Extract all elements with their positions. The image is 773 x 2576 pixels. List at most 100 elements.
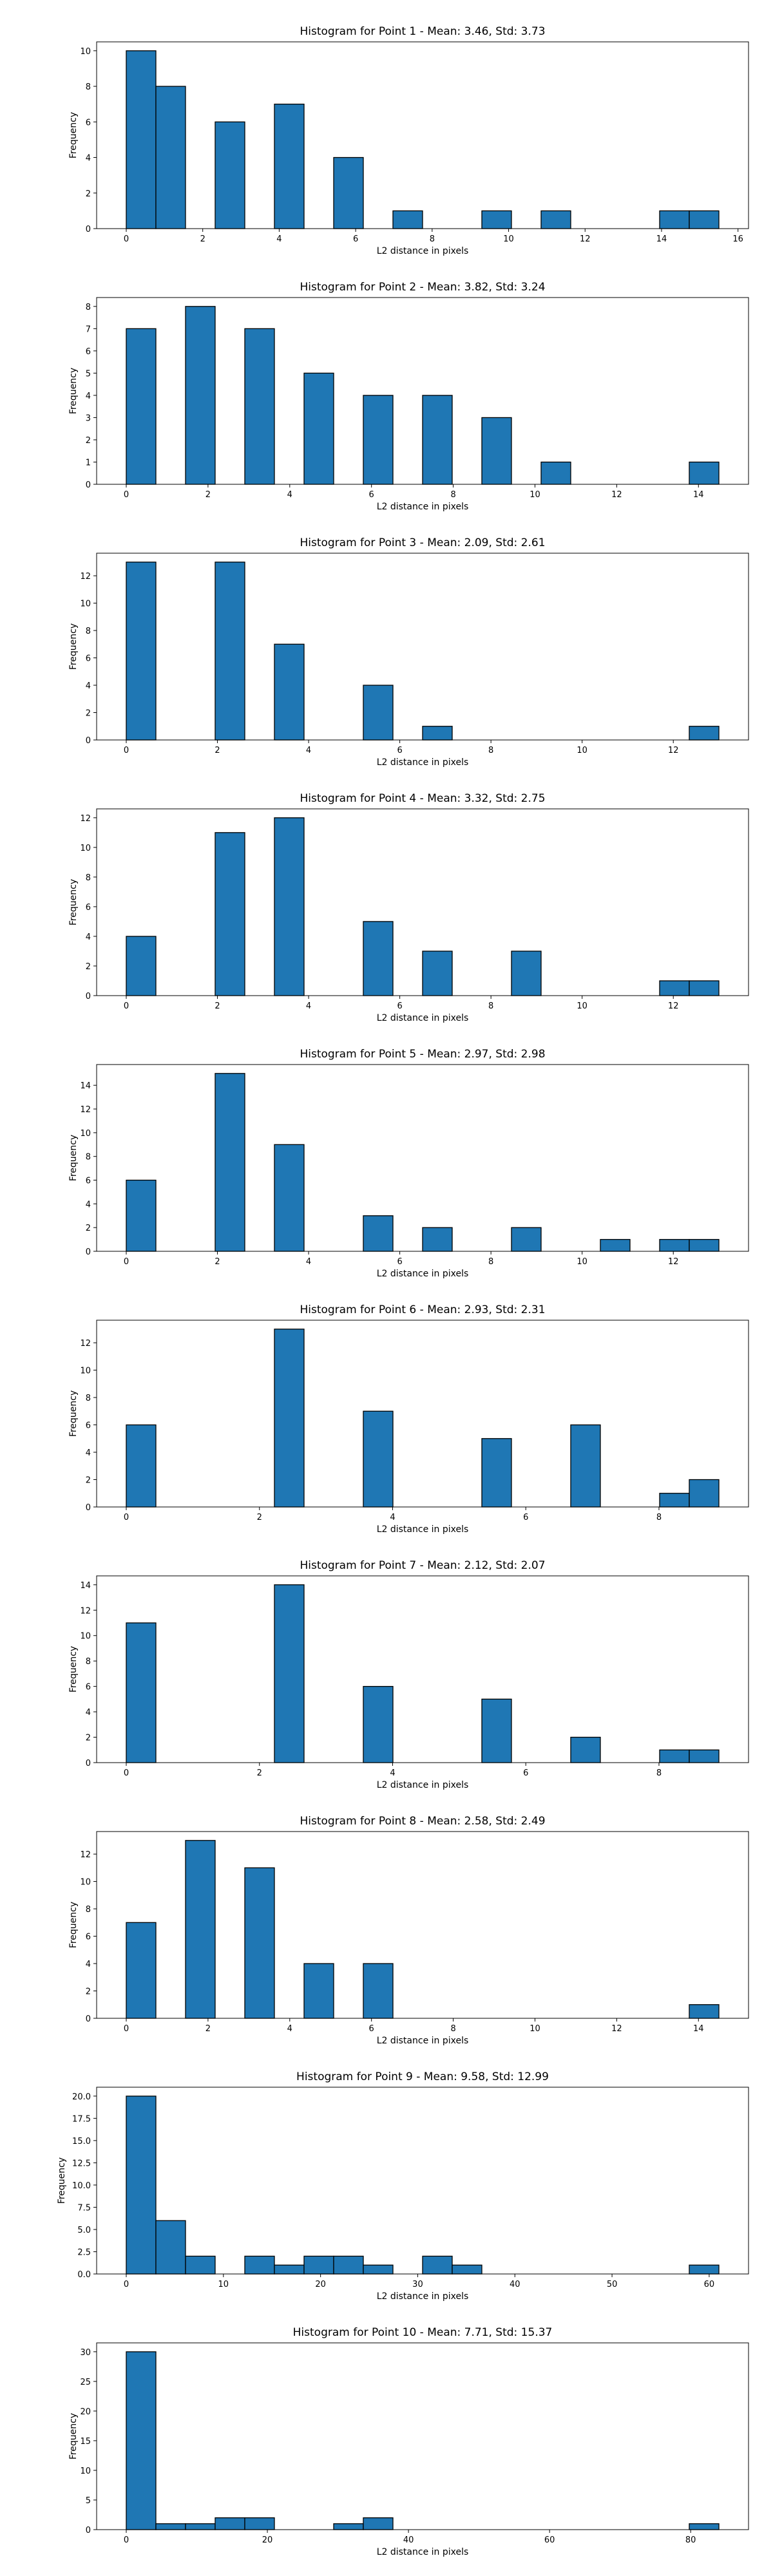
x-tick-label: 12	[668, 1257, 679, 1267]
axes-frame	[96, 553, 749, 741]
histogram-bar	[274, 104, 305, 229]
x-tick-label: 2	[215, 1001, 220, 1011]
histogram-bar	[244, 328, 275, 485]
histogram-panel-7: Histogram for Point 7 - Mean: 2.12, Std:…	[68, 1559, 749, 1790]
y-tick-label: 25	[80, 2378, 91, 2387]
axes-frame	[96, 41, 749, 229]
histogram-bar	[689, 2004, 720, 2019]
x-axis-label: L2 distance in pixels	[377, 1269, 469, 1279]
x-tick-label: 60	[704, 2280, 715, 2289]
y-tick-label: 6	[86, 1683, 91, 1692]
histogram-bar	[363, 685, 394, 741]
y-tick-label: 8	[86, 627, 91, 636]
x-tick-label: 4	[276, 234, 282, 244]
chart-title-7: Histogram for Point 7 - Mean: 2.12, Std:…	[300, 1559, 545, 1572]
y-tick-label: 10	[80, 1367, 91, 1376]
histogram-bar	[689, 461, 720, 485]
y-tick-label: 8	[86, 1394, 91, 1403]
x-tick-label: 8	[656, 1768, 662, 1778]
x-tick-label: 6	[353, 234, 358, 244]
y-tick-label: 0	[86, 992, 91, 1001]
histogram-bar	[689, 1238, 720, 1252]
histogram-bar	[126, 562, 157, 741]
histogram-bar	[126, 1922, 157, 2019]
y-axis-label: Frequency	[68, 2413, 79, 2459]
y-tick-label: 12	[80, 572, 91, 582]
chart-title-6: Histogram for Point 6 - Mean: 2.93, Std:…	[300, 1303, 545, 1316]
x-tick-label: 4	[390, 1768, 395, 1778]
x-tick-label: 30	[412, 2280, 423, 2289]
x-tick-label: 6	[523, 1513, 528, 1522]
x-tick-label: 12	[668, 746, 679, 755]
x-tick-label: 2	[257, 1513, 262, 1522]
y-tick-label: 2	[86, 1476, 91, 1486]
histogram-bar	[689, 726, 720, 741]
histogram-bar	[126, 50, 157, 229]
y-tick-label: 5.0	[77, 2226, 91, 2235]
y-tick-label: 2	[86, 436, 91, 446]
x-tick-label: 0	[124, 2280, 129, 2289]
histogram-bar	[659, 210, 690, 229]
y-tick-label: 4	[86, 1960, 91, 1969]
x-tick-label: 40	[510, 2280, 520, 2289]
histogram-bar	[659, 980, 690, 996]
x-tick-label: 80	[685, 2535, 696, 2545]
y-tick-label: 0	[86, 225, 91, 234]
x-tick-label: 8	[450, 2024, 455, 2034]
histogram-bar	[126, 1179, 157, 1252]
y-tick-label: 0	[86, 736, 91, 746]
histogram-bar	[185, 2523, 216, 2530]
y-tick-label: 4	[86, 1708, 91, 1718]
y-tick-label: 2	[86, 1734, 91, 1743]
histogram-bar	[600, 1238, 631, 1252]
y-tick-label: 0	[86, 1759, 91, 1768]
histogram-bar	[689, 980, 720, 996]
histogram-bar	[689, 1479, 720, 1508]
histogram-bar	[392, 210, 423, 229]
histogram-bar	[215, 1073, 245, 1252]
y-tick-label: 4	[86, 933, 91, 942]
y-tick-label: 6	[86, 1421, 91, 1431]
y-tick-label: 30	[80, 2348, 91, 2358]
x-tick-label: 4	[306, 1257, 311, 1267]
axes-frame	[96, 297, 749, 485]
axes-frame	[96, 1831, 749, 2019]
histogram-bar	[244, 2255, 275, 2275]
x-tick-label: 8	[488, 746, 493, 755]
x-tick-label: 4	[287, 2024, 292, 2034]
histogram-panel-4: Histogram for Point 4 - Mean: 3.32, Std:…	[68, 792, 749, 1023]
x-tick-label: 10	[530, 490, 540, 500]
y-axis-label: Frequency	[68, 623, 79, 670]
y-tick-label: 4	[86, 1448, 91, 1458]
y-tick-label: 12	[80, 1105, 91, 1115]
x-tick-label: 0	[124, 1768, 129, 1778]
y-tick-label: 0.0	[77, 2270, 91, 2280]
histogram-bar	[363, 921, 394, 996]
axes-frame	[96, 2342, 749, 2530]
histogram-bar	[659, 1238, 690, 1252]
histogram-bar	[540, 461, 571, 485]
y-axis-label: Frequency	[68, 1646, 79, 1692]
x-tick-label: 6	[397, 1001, 402, 1011]
histogram-bar	[363, 2517, 394, 2530]
y-tick-label: 2	[86, 962, 91, 972]
y-tick-label: 5	[86, 369, 91, 379]
histogram-bar	[333, 156, 364, 229]
histogram-bar	[481, 1438, 512, 1508]
x-tick-label: 6	[397, 1257, 402, 1267]
y-axis-label: Frequency	[57, 2157, 67, 2204]
x-tick-label: 4	[390, 1513, 395, 1522]
x-tick-label: 6	[397, 746, 402, 755]
histogram-bar	[126, 1424, 157, 1508]
chart-title-2: Histogram for Point 2 - Mean: 3.82, Std:…	[300, 281, 545, 294]
y-tick-label: 4	[86, 392, 91, 401]
y-tick-label: 8	[86, 873, 91, 883]
y-tick-label: 14	[80, 1081, 91, 1091]
y-tick-label: 20.0	[72, 2092, 91, 2102]
x-axis-label: L2 distance in pixels	[377, 2036, 469, 2046]
y-tick-label: 4	[86, 154, 91, 164]
x-tick-label: 16	[732, 234, 743, 244]
x-axis-label: L2 distance in pixels	[377, 1524, 469, 1535]
x-tick-label: 8	[488, 1257, 493, 1267]
histogram-bar	[126, 2351, 157, 2530]
